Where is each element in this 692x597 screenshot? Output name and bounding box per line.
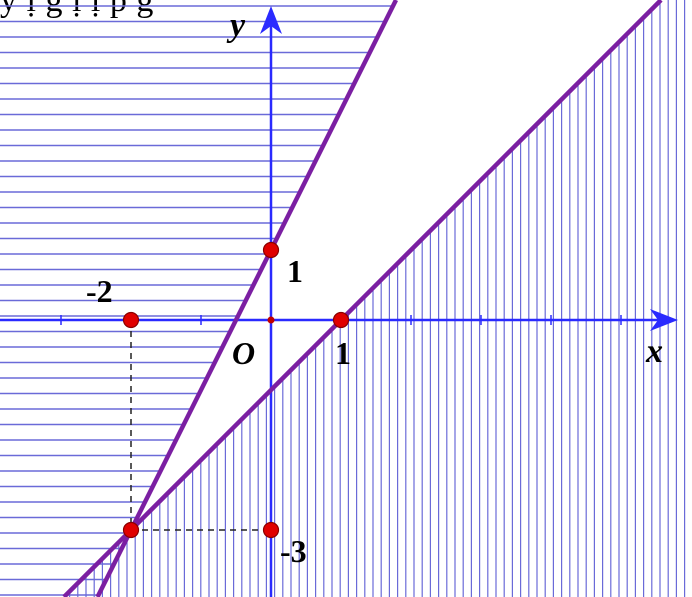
marked-point bbox=[332, 311, 350, 329]
y-axis-arrow-icon bbox=[260, 6, 282, 34]
y-axis-label: y bbox=[226, 7, 246, 44]
marked-points bbox=[122, 241, 350, 539]
marked-point bbox=[262, 521, 280, 539]
marked-point bbox=[122, 521, 140, 539]
cropped-header-text: y ị g ị ị p g bbox=[0, 0, 154, 19]
marked-point bbox=[122, 311, 140, 329]
tick-label-neg-three: -3 bbox=[280, 533, 307, 569]
x-axis-label: x bbox=[645, 333, 663, 370]
boundary-line-2 bbox=[62, 0, 663, 597]
tick-label-y-one: 1 bbox=[287, 253, 303, 289]
boundary-lines bbox=[62, 0, 663, 597]
origin-label: O bbox=[232, 335, 255, 371]
origin-dot bbox=[267, 316, 275, 324]
marked-point bbox=[262, 241, 280, 259]
x-axis-arrow-icon bbox=[650, 309, 678, 331]
tick-label-neg-two: -2 bbox=[86, 273, 113, 309]
dashed-guides bbox=[130, 320, 271, 531]
tick-label-x-one: 1 bbox=[335, 335, 351, 371]
boundary-line-1 bbox=[95, 0, 399, 597]
